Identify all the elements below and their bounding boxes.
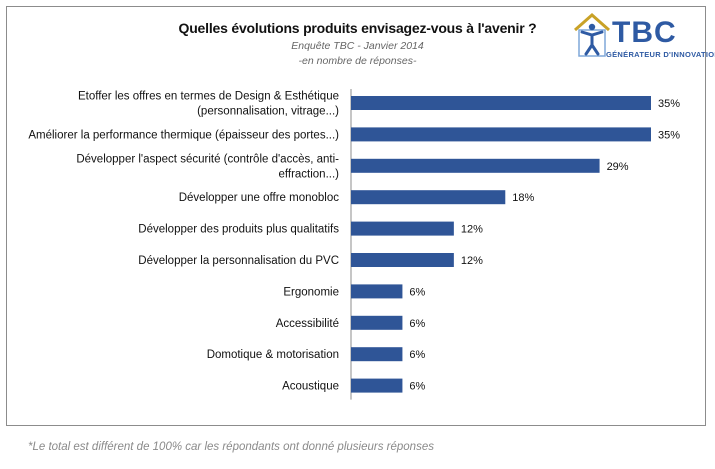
bar-9 (351, 378, 403, 393)
value-label-7: 6% (409, 318, 425, 330)
value-label-2: 29% (607, 161, 629, 173)
bar-6 (351, 284, 403, 299)
value-label-5: 12% (461, 255, 483, 267)
bar-2 (351, 158, 600, 173)
chart-subtitle: Enquête TBC - Janvier 2014 (291, 40, 424, 52)
value-label-4: 12% (461, 224, 483, 236)
category-label-3: Développer une offre monobloc (179, 192, 340, 204)
tbc-logo: TBC GÉNÉRATEUR D'INNOVATION® (572, 10, 715, 62)
bar-5 (351, 253, 454, 267)
category-label-6: Ergonomie (283, 286, 339, 298)
category-label-1: Améliorer la performance thermique (épai… (28, 129, 339, 141)
bar-3 (351, 190, 506, 205)
bar-7 (351, 315, 403, 330)
bar-0 (351, 96, 651, 110)
category-label-4: Développer des produits plus qualitatifs (138, 224, 339, 236)
bar-4 (351, 221, 454, 236)
logo-text: TBC (612, 16, 677, 49)
category-label-2: Développer l'aspect sécurité (contrôle d… (76, 153, 339, 180)
footnote: *Le total est différent de 100% car les … (28, 441, 434, 453)
bar-8 (351, 347, 403, 362)
value-label-0: 35% (658, 98, 680, 110)
category-label-5: Développer la personnalisation du PVC (138, 255, 339, 267)
value-label-9: 6% (409, 381, 425, 393)
bars-group: 35% Etoffer les offres en termes de Desig… (28, 91, 680, 393)
bar-chart: 35% Etoffer les offres en termes de Desig… (28, 89, 680, 400)
bar-1 (351, 127, 651, 142)
category-label-8: Domotique & motorisation (207, 349, 339, 361)
value-label-1: 35% (658, 129, 680, 141)
chart-subtitle-unit: -en nombre de réponses- (298, 55, 417, 67)
value-label-8: 6% (409, 349, 425, 361)
logo-tagline: GÉNÉRATEUR D'INNOVATION® (606, 50, 715, 59)
value-label-3: 18% (512, 192, 534, 204)
chart-title: Quelles évolutions produits envisagez-vo… (178, 20, 537, 36)
category-label-9: Acoustique (282, 381, 339, 393)
category-label-7: Accessibilité (276, 318, 339, 330)
category-label-0: Etoffer les offres en termes de Design &… (78, 91, 339, 118)
value-label-6: 6% (409, 286, 425, 298)
house-figure-icon (574, 12, 610, 57)
